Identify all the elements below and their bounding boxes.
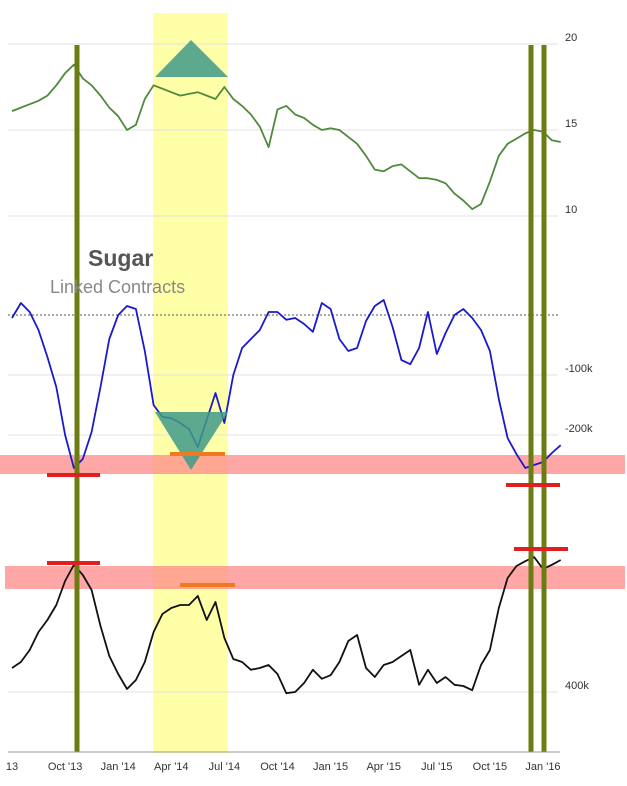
series-line (11, 63, 561, 210)
highlight-band (153, 13, 228, 753)
y-tick-label: 10 (565, 204, 577, 216)
x-tick-label: Oct '14 (260, 761, 295, 773)
triangle (155, 412, 228, 470)
lines (11, 63, 562, 695)
x-tick-label: Apr '15 (366, 761, 401, 773)
x-tick-label: Jan '14 (101, 761, 136, 773)
x-tick-label: Oct '15 (473, 761, 508, 773)
series-line (11, 299, 562, 469)
zone-band (0, 455, 625, 474)
annotations (47, 40, 568, 752)
y-tick-label: 15 (565, 118, 577, 130)
decorations (0, 13, 625, 753)
x-tick-label: Apr '14 (154, 761, 189, 773)
series-line (11, 556, 562, 695)
x-tick-label: Jan '16 (525, 761, 560, 773)
y-tick-label: -100k (565, 363, 593, 375)
x-tick-label: 13 (6, 761, 18, 773)
triangle (155, 40, 228, 77)
grid (8, 43, 558, 693)
x-tick-label: Jul '15 (421, 761, 452, 773)
y-tick-label: 400k (565, 680, 589, 692)
x-tick-label: Jul '14 (209, 761, 240, 773)
y-tick-label: 20 (565, 32, 577, 44)
zone-band (5, 566, 625, 589)
chart-title: Sugar (88, 245, 153, 271)
y-tick-label: -200k (565, 423, 593, 435)
x-tick-label: Oct '13 (48, 761, 83, 773)
chart-subtitle: Linked Contracts (50, 277, 185, 297)
x-tick-label: Jan '15 (313, 761, 348, 773)
